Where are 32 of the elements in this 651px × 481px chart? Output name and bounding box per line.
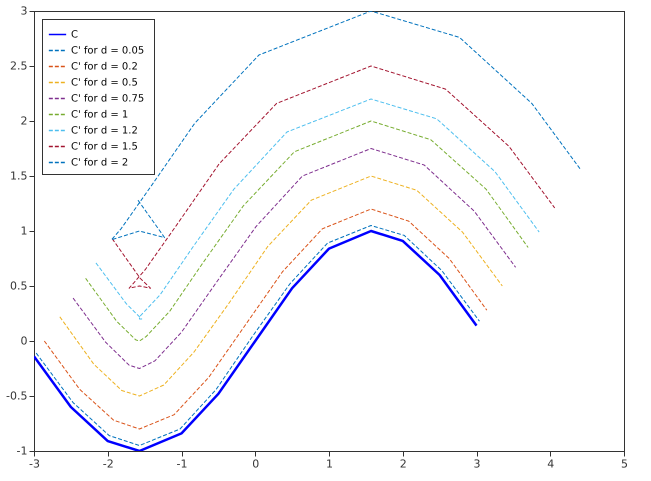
y-tick-label: 1 bbox=[20, 224, 28, 238]
legend-label: C' for d = 0.2 bbox=[71, 62, 138, 72]
y-tick-label: 2.5 bbox=[10, 60, 28, 72]
x-tick-label: -2 bbox=[102, 458, 114, 470]
legend-label: C' for d = 0.05 bbox=[71, 46, 144, 56]
line-series bbox=[72, 148, 516, 369]
y-tick-label: 1.5 bbox=[10, 170, 28, 182]
x-tick-label: 4 bbox=[547, 458, 554, 470]
legend-label: C' for d = 0.5 bbox=[71, 78, 138, 88]
line-series bbox=[59, 176, 503, 396]
line-series bbox=[44, 208, 488, 430]
legend-label: C' for d = 1.5 bbox=[71, 142, 138, 152]
x-tick-label: 1 bbox=[326, 458, 333, 470]
x-tick-label: -3 bbox=[29, 458, 40, 470]
y-tick-label: 2 bbox=[20, 114, 28, 128]
x-tick-label: 2 bbox=[400, 458, 407, 470]
legend-label: C bbox=[71, 30, 78, 40]
legend-label: C' for d = 1.2 bbox=[71, 126, 138, 136]
x-tick-label: 3 bbox=[474, 458, 480, 470]
legend-label: C' for d = 1 bbox=[71, 110, 128, 120]
x-tick-label: 0 bbox=[252, 458, 260, 470]
y-tick-label: 0 bbox=[20, 334, 28, 348]
y-tick-label: 3 bbox=[20, 4, 28, 18]
line-series bbox=[110, 11, 581, 240]
legend-label: C' for d = 2 bbox=[71, 158, 128, 168]
legend-label: C' for d = 0.75 bbox=[71, 94, 144, 104]
line-series bbox=[85, 120, 529, 342]
y-tick-label: -1 bbox=[16, 444, 28, 458]
y-tick-label: 0.5 bbox=[10, 280, 28, 292]
x-tick-label: -1 bbox=[176, 458, 188, 470]
y-tick-label: -0.5 bbox=[6, 390, 28, 402]
x-tick-label: 5 bbox=[621, 458, 628, 470]
